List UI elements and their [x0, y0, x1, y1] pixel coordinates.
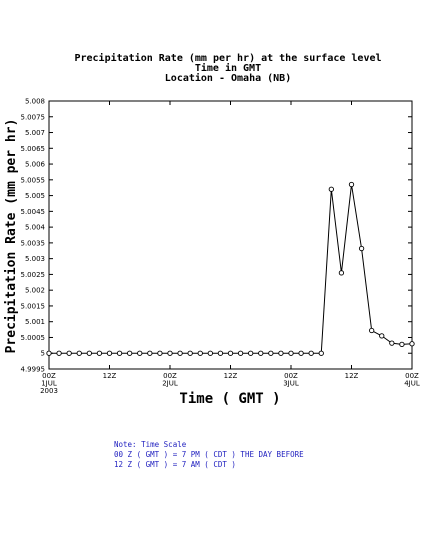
y-tick-label: 5.0055: [21, 176, 46, 184]
note-line-1: 00 Z ( GMT ) = 7 PM ( CDT ) THE DAY BEFO…: [114, 450, 304, 459]
note-line-2: 12 Z ( GMT ) = 7 AM ( CDT ): [114, 460, 236, 469]
data-point: [197, 350, 203, 356]
data-point: [66, 350, 72, 356]
x-tick-label: 4JUL: [404, 380, 420, 388]
data-point: [187, 350, 193, 356]
chart-title-line-1: Precipitation Rate (mm per hr) at the su…: [74, 52, 381, 64]
data-point: [278, 350, 284, 356]
data-point: [298, 350, 304, 356]
y-tick-label: 5.004: [25, 224, 46, 232]
data-point: [379, 333, 385, 339]
data-point: [409, 341, 415, 347]
data-point: [399, 341, 405, 348]
y-tick-label: 5.007: [25, 129, 45, 137]
data-point: [369, 327, 375, 334]
data-point: [106, 350, 113, 356]
data-point: [348, 181, 355, 188]
x-tick-label: 00Z: [42, 372, 56, 380]
data-point: [177, 350, 183, 356]
data-point: [268, 350, 274, 356]
data-point: [248, 350, 254, 356]
y-tick-label: 5.003: [25, 255, 45, 263]
y-tick-label: 5.002: [25, 287, 45, 295]
y-tick-label: 5.0045: [21, 208, 46, 216]
x-tick-label: 2003: [40, 387, 58, 395]
x-tick-label: 3JUL: [283, 380, 299, 388]
y-tick-label: 5.008: [25, 98, 45, 106]
y-tick-label: 5.005: [25, 192, 45, 200]
chart-title-line-3: Location - Omaha (NB): [165, 72, 291, 84]
data-point: [76, 350, 82, 356]
data-point: [258, 350, 264, 356]
y-tick-label: 5.0065: [21, 145, 46, 153]
x-tick-label: 00Z: [284, 372, 298, 380]
data-point: [137, 350, 143, 356]
data-point: [358, 245, 365, 252]
data-point: [86, 350, 92, 356]
data-point: [237, 350, 244, 356]
y-axis-label: Precipitation Rate (mm per hr): [4, 119, 19, 354]
x-tick-label: 1JUL: [41, 380, 57, 388]
data-point: [167, 350, 173, 356]
data-point: [308, 350, 314, 356]
x-tick-label: 12Z: [224, 372, 238, 380]
series-group: [46, 181, 415, 356]
y-tick-label: 5.001: [25, 318, 45, 326]
data-point: [207, 350, 213, 356]
y-tick-label: 5.0025: [21, 271, 46, 279]
data-point: [338, 270, 345, 276]
plot-frame: [48, 100, 413, 370]
data-point: [227, 350, 234, 356]
series-line: [49, 184, 413, 354]
y-axis-ticks: 5.008 5.0075 5.007 5.0065 5.006 5.0055 5.005 5.…: [21, 98, 412, 374]
data-point: [96, 350, 103, 356]
data-point: [328, 186, 334, 192]
y-tick-label: 5.0035: [21, 239, 46, 247]
data-point: [288, 350, 294, 356]
y-tick-label: 5.0005: [21, 334, 46, 342]
x-tick-label: 00Z: [405, 372, 419, 380]
y-tick-label: 5.0015: [21, 302, 46, 310]
x-axis-label: Time ( GMT ): [179, 391, 280, 407]
data-point: [56, 350, 62, 356]
x-tick-label: 00Z: [163, 372, 177, 380]
data-point: [147, 350, 153, 356]
y-tick-label: 5.0075: [21, 113, 46, 121]
chart-title-line-2: Time in GMT: [195, 62, 261, 74]
data-point: [46, 350, 52, 356]
data-point: [116, 350, 123, 356]
y-tick-label: 4.9995: [21, 366, 46, 374]
data-point: [389, 340, 395, 346]
y-tick-label: 5: [41, 350, 45, 358]
y-tick-label: 5.006: [25, 161, 46, 169]
data-point: [157, 350, 163, 356]
note-title: Note: Time Scale: [114, 440, 187, 449]
data-point: [127, 350, 133, 356]
x-tick-label: 12Z: [103, 372, 117, 380]
data-point: [318, 350, 324, 356]
x-tick-label: 12Z: [345, 372, 359, 380]
data-point: [217, 350, 224, 356]
x-tick-label: 2JUL: [162, 380, 178, 388]
